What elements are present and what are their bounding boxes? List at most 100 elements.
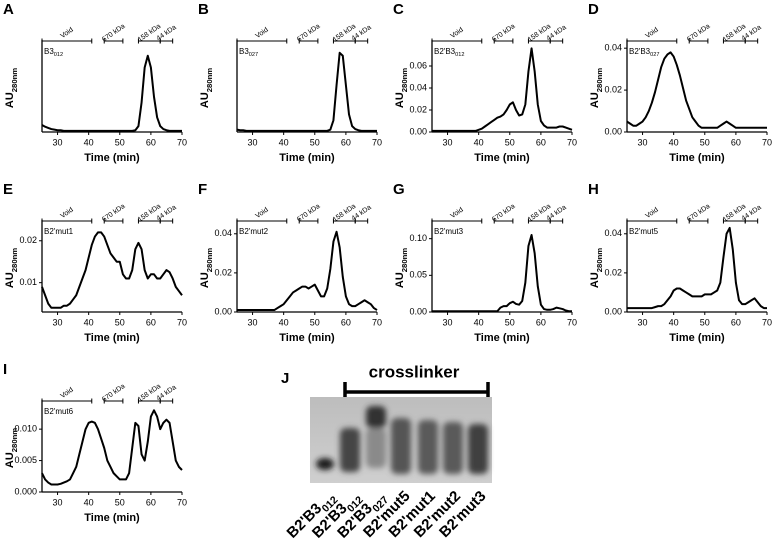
y-axis-title: AU280nm: [394, 248, 409, 288]
y-tick-label: 0.04: [604, 228, 622, 238]
x-tick-label: 70: [177, 497, 187, 507]
size-marker-label: Void: [254, 26, 269, 40]
panel-letter: G: [393, 181, 405, 198]
bracket-label: crosslinker: [369, 362, 460, 381]
sample-label: B2'mut1: [44, 227, 74, 236]
panel-letter: C: [393, 1, 404, 18]
chromatogram-line: [41, 231, 183, 309]
y-axis-title-sub: 280nm: [400, 68, 409, 93]
gel-panel: J crosslinker: [281, 362, 492, 483]
x-tick-label: 60: [731, 137, 741, 147]
panel-letter: H: [588, 181, 599, 198]
panel-letter: J: [281, 370, 289, 387]
x-tick-label: 30: [638, 317, 648, 327]
panel-letter: B: [198, 1, 209, 18]
x-tick-label: 40: [474, 317, 484, 327]
sample-label: B2'mut3: [434, 227, 464, 236]
y-tick-label: 0.00: [604, 126, 622, 136]
x-tick-label: 70: [372, 137, 382, 147]
panel-letter: A: [3, 1, 14, 18]
x-tick-label: 30: [443, 137, 453, 147]
x-axis-title: Time (min): [84, 512, 140, 524]
y-tick-label: 0.04: [604, 43, 622, 53]
y-axis-title: AU: [394, 272, 406, 288]
sample-label: B2'B3: [434, 47, 456, 56]
y-axis-title: AU280nm: [394, 68, 409, 108]
y-axis-title: AU280nm: [4, 428, 19, 468]
chromatogram-line: [237, 230, 378, 312]
chromatogram-line: [41, 409, 183, 486]
y-axis-title-sub: 280nm: [10, 68, 19, 93]
y-tick-label: 0.05: [409, 270, 427, 280]
size-marker: [41, 218, 93, 224]
sample-label: B2'mut2: [239, 227, 269, 236]
x-tick-label: 70: [762, 137, 772, 147]
x-tick-label: 30: [53, 317, 63, 327]
x-axis-title: Time (min): [669, 152, 725, 164]
y-axis-title-sub: 280nm: [595, 68, 604, 93]
sample-label: B2'mut3: [434, 227, 464, 236]
size-marker: [354, 38, 369, 44]
y-tick-label: 0.04: [214, 228, 232, 238]
x-tick-label: 30: [53, 137, 63, 147]
y-axis-title: AU280nm: [589, 68, 604, 108]
x-tick-label: 30: [248, 137, 258, 147]
size-marker: [744, 38, 759, 44]
y-tick-label: 0.04: [409, 82, 427, 92]
y-tick-label: 0.01: [19, 277, 37, 287]
x-tick-label: 70: [177, 317, 187, 327]
size-marker: [103, 398, 124, 404]
size-marker: [626, 38, 678, 44]
size-marker: [159, 398, 174, 404]
panel-letter: D: [588, 1, 599, 18]
x-tick-label: 50: [505, 317, 515, 327]
x-tick-label: 60: [146, 137, 156, 147]
size-marker-label: Void: [59, 26, 74, 40]
x-tick-label: 40: [84, 317, 94, 327]
y-tick-label: 0.06: [409, 60, 427, 70]
size-marker: [549, 218, 564, 224]
x-axis-title: Time (min): [474, 152, 530, 164]
x-tick-label: 70: [567, 137, 577, 147]
size-marker: [493, 38, 514, 44]
sample-label: B2'mut6: [44, 407, 74, 416]
size-marker-label: Void: [59, 386, 74, 400]
y-axis-title-sub: 280nm: [10, 248, 19, 273]
size-marker: [431, 218, 483, 224]
size-marker-label: Void: [449, 26, 464, 40]
x-tick-label: 40: [84, 497, 94, 507]
y-axis-title: AU: [4, 92, 16, 108]
size-marker: [744, 218, 759, 224]
y-tick-label: 0.02: [214, 267, 232, 277]
x-tick-label: 50: [115, 137, 125, 147]
y-axis-title: AU: [199, 92, 211, 108]
y-tick-label: 0.000: [14, 486, 37, 496]
x-tick-label: 40: [279, 137, 289, 147]
y-tick-label: 0.00: [214, 306, 232, 316]
y-axis-title-sub: 280nm: [595, 248, 604, 273]
x-tick-label: 70: [762, 317, 772, 327]
size-marker-label: Void: [449, 206, 464, 220]
chromatogram-line: [432, 47, 573, 132]
x-axis-title: Time (min): [279, 152, 335, 164]
y-axis-title: AU280nm: [199, 68, 214, 108]
x-tick-label: 40: [279, 317, 289, 327]
size-marker: [236, 38, 288, 44]
x-tick-label: 30: [53, 497, 63, 507]
y-tick-label: 0.005: [14, 455, 37, 465]
size-marker: [41, 398, 93, 404]
x-tick-label: 50: [700, 137, 710, 147]
x-tick-label: 50: [700, 317, 710, 327]
x-tick-label: 50: [310, 317, 320, 327]
y-tick-label: 0.02: [604, 267, 622, 277]
sample-label: B3027: [239, 47, 258, 58]
sample-label-sub: 012: [54, 52, 63, 58]
y-axis-title: AU: [4, 452, 16, 468]
y-axis-title: AU280nm: [589, 248, 604, 288]
x-axis-title: Time (min): [669, 332, 725, 344]
size-marker: [688, 38, 709, 44]
sample-label: B3012: [44, 47, 63, 58]
sample-label-sub: 027: [249, 52, 258, 58]
panel-letter: F: [198, 181, 207, 198]
